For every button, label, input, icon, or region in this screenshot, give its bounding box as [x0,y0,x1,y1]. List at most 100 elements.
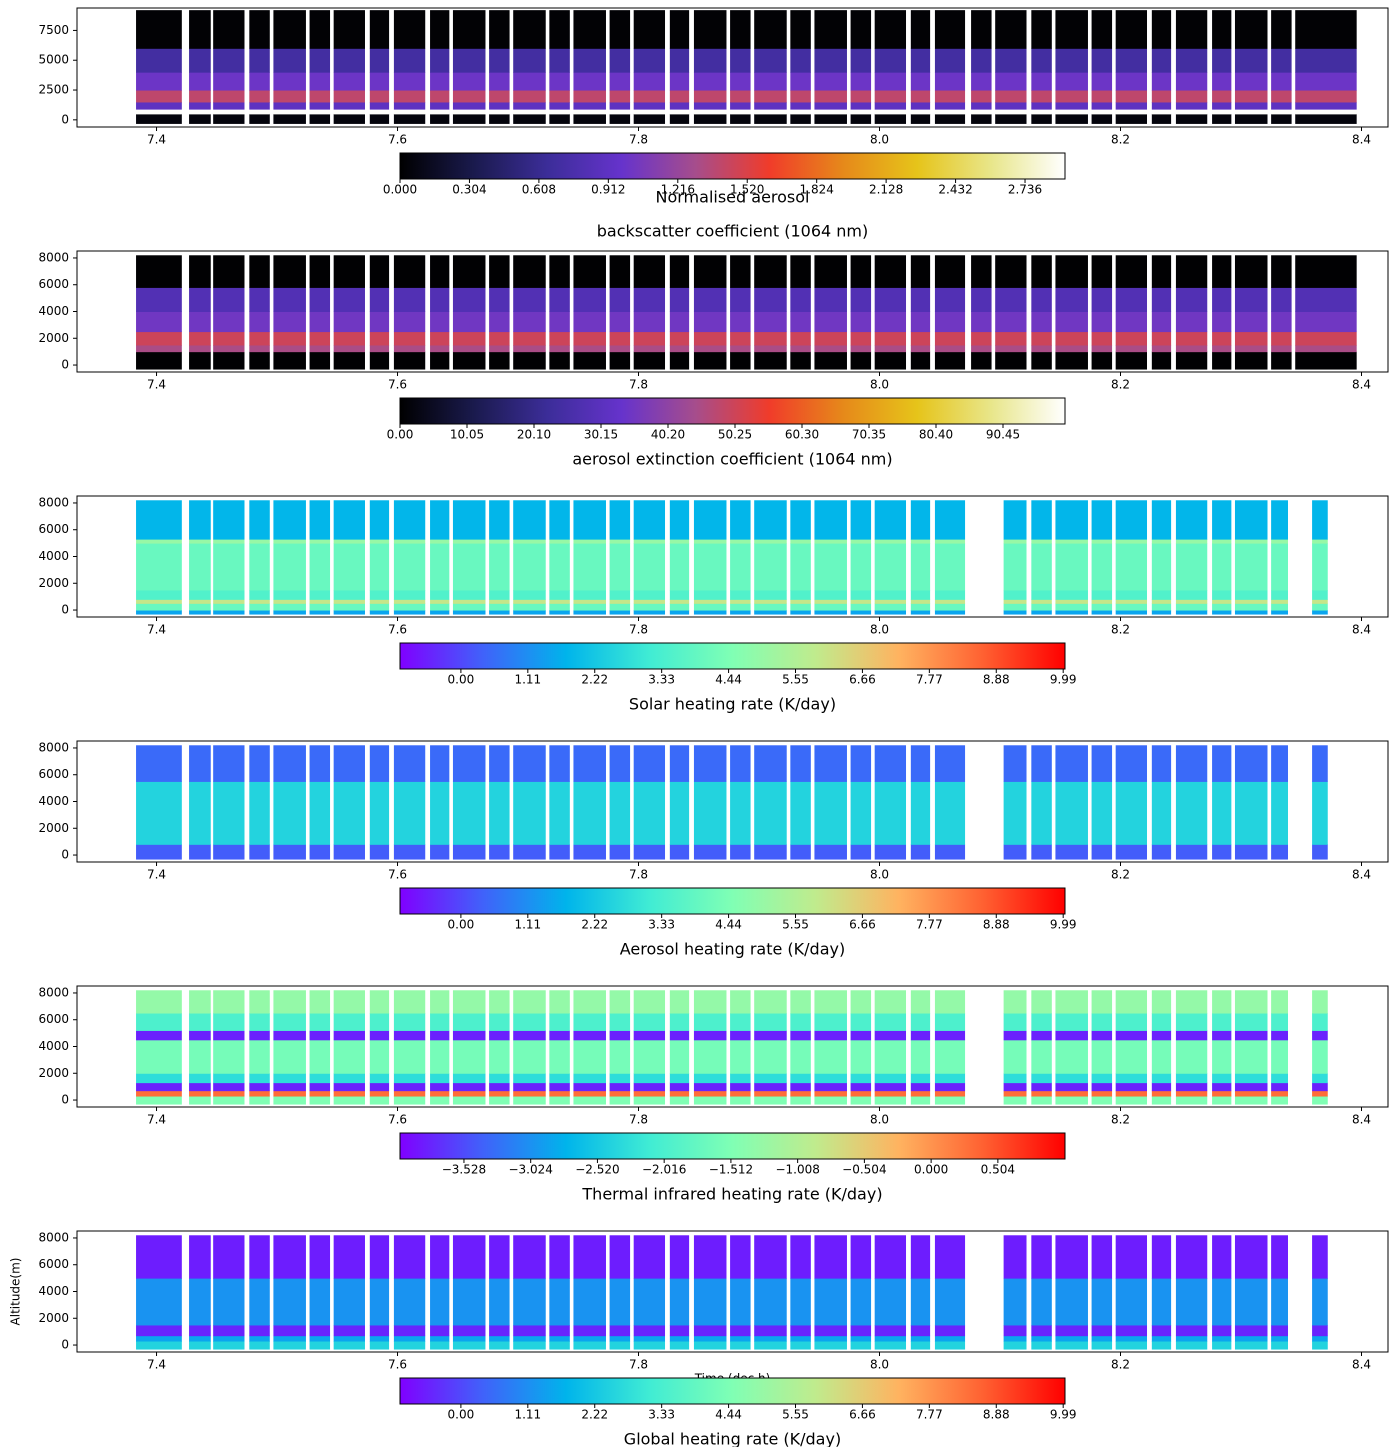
heatmap-cell [333,539,365,544]
heatmap-cell [249,543,270,591]
heatmap-cell [1271,72,1292,91]
heatmap-cell [513,1082,546,1092]
heatmap-cell [1234,90,1268,103]
heatmap-cell [730,1039,751,1074]
heatmap-cell [189,287,211,312]
heatmap-cell [1234,781,1268,845]
heatmap-cell [136,539,182,544]
heatmap-cell [452,1090,486,1097]
heatmap-cell [136,1090,182,1097]
heatmap-cell [934,1096,966,1105]
heatmap-cell [730,589,751,600]
heatmap-cell [693,255,727,288]
heatmap-cell [693,113,727,124]
heatmap-cell [430,287,450,312]
heatmap-cell [452,331,486,346]
heatmap-cell [1212,1096,1232,1105]
heatmap-cell [934,1278,966,1326]
heatmap-cell [1295,10,1357,49]
heatmap-cell [452,1096,486,1105]
heatmap-cell [971,344,992,353]
heatmap-cell [549,1039,570,1074]
heatmap-cell [669,610,690,615]
heatmap-cell [754,1096,787,1105]
heatmap-cell [1151,1073,1172,1084]
heatmap-cell [1055,1278,1088,1326]
heatmap-cell [730,539,751,544]
heatmap-cell [633,1324,666,1337]
heatmap-cell [910,311,931,333]
colorbar [399,642,1066,670]
heatmap-cell [333,844,365,860]
heatmap-cell [1175,311,1208,333]
colorbar-tick-label: 9.99 [1050,673,1077,687]
heatmap-cell [1003,1341,1027,1350]
y-tick-label: 0 [61,848,69,862]
heatmap-cell [273,610,306,615]
x-tick-label: 8.0 [870,1113,889,1127]
heatmap-cell [754,610,787,615]
heatmap-cell [850,109,872,115]
heatmap-cell [369,781,390,845]
heatmap-cell [333,599,365,604]
heatmap-cell [489,331,510,346]
heatmap-cell [754,311,787,333]
heatmap-cell [273,1039,306,1074]
heatmap-cell [633,1278,666,1326]
heatmap-cell [1312,1235,1328,1279]
heatmap-cell [273,1030,306,1041]
heatmap-cell [189,589,211,600]
heatmap-cell [393,1030,426,1041]
heatmap-cell [633,331,666,346]
colorbar-tick-label: 3.33 [648,1408,675,1422]
heatmap-cell [1175,781,1208,845]
heatmap-cell [1115,603,1148,611]
heatmap-cell [393,255,426,288]
heatmap-cell [669,1082,690,1092]
heatmap-cell [1003,1324,1027,1337]
heatmap-cell [669,543,690,591]
heatmap-cell [669,500,690,540]
heatmap-cell [213,599,245,604]
heatmap-cell [1055,1082,1088,1092]
heatmap-cell [1055,1324,1088,1337]
heatmap-cell [1212,539,1232,544]
heatmap-cell [609,745,631,782]
heatmap-cell [850,500,872,540]
heatmap-cell [333,255,365,288]
heatmap-cell [754,500,787,540]
heatmap-cell [1151,109,1172,115]
heatmap-cell [430,589,450,600]
heatmap-cell [513,589,546,600]
colorbar [399,152,1066,180]
y-tick-label: 0 [61,1093,69,1107]
heatmap-cell [693,1073,727,1084]
heatmap-cell [1234,1335,1268,1342]
heatmap-cell [1312,1324,1328,1337]
heatmap-cell [213,48,245,73]
heatmap-cell [693,344,727,353]
y-tick-label: 8000 [38,1230,69,1244]
heatmap-cell [609,1278,631,1326]
heatmap-cell [633,610,666,615]
heatmap-cell [1115,1039,1148,1074]
heatmap-cell [189,1335,211,1342]
colorbar-tick-label: 80.40 [919,428,953,442]
heatmap-cell [549,844,570,860]
heatmap-cell [814,48,847,73]
colorbar-tick-label: 2.22 [581,918,608,932]
heatmap-cell [633,287,666,312]
heatmap-cell [1175,589,1208,600]
heatmap-cell [513,990,546,1014]
heatmap-cell [633,351,666,370]
heatmap-cell [452,109,486,115]
colorbar-tick-label: 0.504 [981,1163,1015,1177]
heatmap-cell [814,1235,847,1279]
heatmap-cell [136,610,182,615]
heatmap-cell [934,603,966,611]
heatmap-cell [573,10,606,49]
heatmap-cell [136,255,182,288]
heatmap-cell [309,311,331,333]
heatmap-cell [633,255,666,288]
heatmap-cell [910,1030,931,1041]
